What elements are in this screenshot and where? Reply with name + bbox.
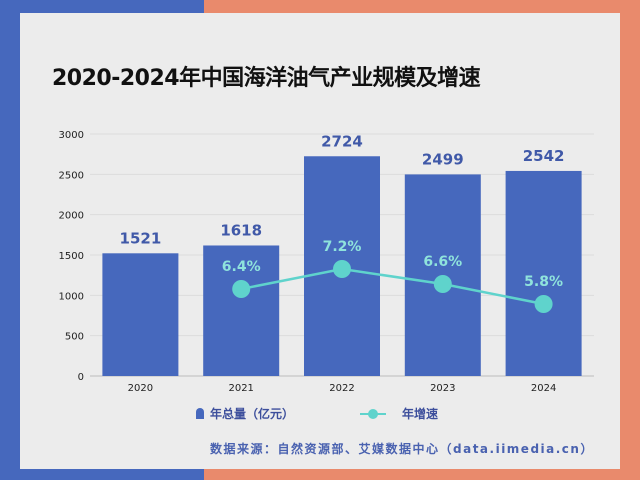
growth-value-label: 5.8% — [524, 274, 563, 290]
x-tick-label: 2022 — [329, 383, 354, 394]
y-tick-label: 1500 — [59, 251, 84, 262]
bar-legend-icon — [196, 408, 204, 419]
legend-line: 年增速 — [360, 405, 438, 422]
growth-point — [433, 275, 452, 293]
growth-point — [534, 295, 553, 313]
bar-value-label: 2724 — [321, 132, 363, 150]
growth-point — [333, 260, 351, 278]
bar-value-label: 1521 — [120, 229, 162, 247]
bar-value-label: 1618 — [220, 221, 262, 239]
background-blue-stripe — [0, 0, 20, 480]
bar — [203, 245, 280, 376]
background-blue-bottom — [0, 468, 204, 480]
bar-value-label: 2542 — [523, 147, 565, 165]
bar-value-label: 2499 — [422, 150, 464, 168]
chart-title: 2020-2024年中国海洋油气产业规模及增速 — [52, 66, 481, 91]
y-tick-label: 2000 — [59, 211, 84, 222]
legend-bar-label: 年总量（亿元） — [210, 407, 295, 421]
growth-value-label: 7.2% — [323, 239, 362, 255]
growth-value-label: 6.6% — [423, 254, 462, 270]
y-tick-label: 0 — [78, 372, 84, 383]
line-legend-icon — [360, 409, 386, 419]
x-tick-label: 2024 — [531, 383, 556, 394]
x-tick-label: 2021 — [228, 383, 253, 394]
y-tick-label: 1000 — [59, 291, 84, 302]
x-tick-label: 2023 — [430, 383, 455, 394]
bar — [505, 170, 582, 376]
background-blue-band — [0, 0, 204, 14]
growth-point — [232, 280, 251, 298]
source-note: 数据来源：自然资源部、艾媒数据中心（data.iimedia.cn） — [210, 442, 594, 456]
growth-value-label: 6.4% — [222, 259, 261, 275]
legend-line-label: 年增速 — [402, 407, 439, 421]
y-tick-label: 500 — [65, 332, 84, 343]
y-tick-label: 3000 — [59, 130, 84, 141]
x-tick-label: 2020 — [128, 383, 153, 394]
legend-bar: 年总量（亿元） — [196, 405, 294, 422]
bar — [102, 253, 179, 376]
y-tick-label: 2500 — [59, 170, 84, 181]
growth-line — [240, 267, 544, 306]
